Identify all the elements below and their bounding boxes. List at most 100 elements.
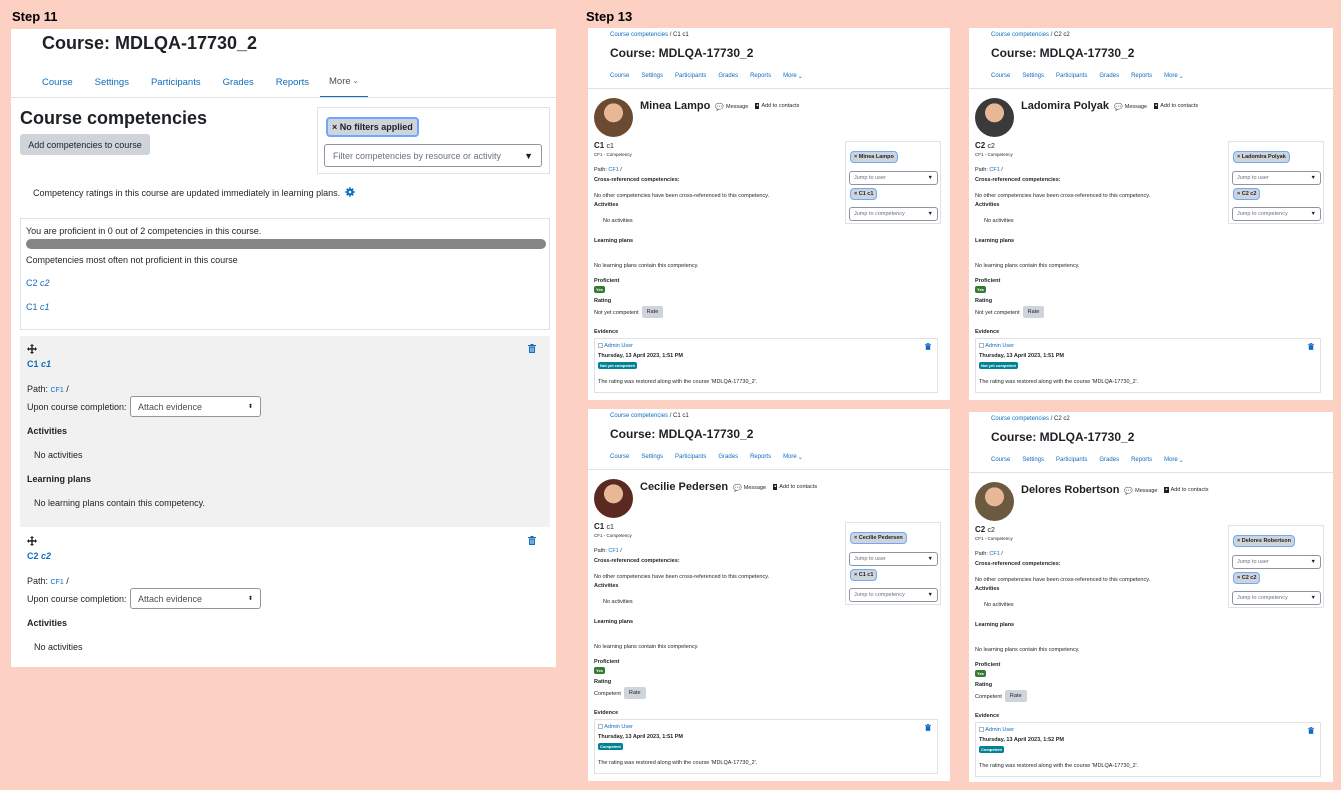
message-link[interactable]: 💬 Message (715, 104, 749, 111)
path-link[interactable]: CF1 (608, 548, 619, 554)
ratings-notice: Competency ratings in this course are up… (33, 187, 355, 198)
jump-to-competency-select[interactable]: Jump to competency ▼ (1232, 591, 1321, 605)
framework-label: CF1 - Competency (975, 152, 1013, 157)
tab-grades[interactable]: Grades (222, 76, 254, 88)
jump-to-user-select[interactable]: Jump to user ▼ (1232, 555, 1321, 569)
jump-to-user-select[interactable]: Jump to user ▼ (849, 171, 938, 185)
filter-select[interactable]: Filter competencies by resource or activ… (324, 144, 542, 167)
trash-icon[interactable] (528, 344, 536, 353)
add-contact-link[interactable]: ▪ Add to contacts (755, 103, 800, 109)
tab-reports[interactable]: Reports (750, 73, 772, 79)
path-link[interactable]: CF1 (989, 551, 1000, 557)
tab-participants[interactable]: Participants (1056, 73, 1088, 79)
path-link[interactable]: CF1 (50, 387, 64, 394)
add-contact-link[interactable]: ▪ Add to contacts (1154, 103, 1199, 109)
competency-path: Path: CF1 / (975, 551, 1003, 557)
competency-filter-pill[interactable]: × C2 c2 (1233, 572, 1261, 584)
trash-icon[interactable] (925, 343, 931, 350)
jump-to-user-select[interactable]: Jump to user ▼ (849, 552, 938, 566)
tab-course[interactable]: Course (991, 73, 1011, 79)
tab-grades[interactable]: Grades (718, 73, 739, 79)
trash-icon[interactable] (1308, 727, 1314, 734)
course-competencies-page: Course: MDLQA-17730_2 Course Settings Pa… (11, 29, 556, 667)
trash-icon[interactable] (528, 536, 536, 545)
not-proficient-link-c1[interactable]: C1 c1 (26, 302, 50, 312)
completion-rule-select[interactable]: Attach evidence ⬍ (130, 588, 261, 609)
message-link[interactable]: 💬 Message (1124, 488, 1158, 495)
tab-participants[interactable]: Participants (150, 76, 201, 88)
activities-text: No activities (34, 450, 83, 460)
rate-button[interactable]: Rate (1022, 306, 1045, 318)
add-contact-link[interactable]: ▪ Add to contacts (1164, 487, 1209, 493)
competency-filter-pill[interactable]: × C2 c2 (1233, 188, 1261, 200)
chevron-down-icon: ⌄ (1178, 73, 1184, 80)
add-competencies-button[interactable]: Add competencies to course (20, 134, 150, 155)
competency-heading: C1 c1 (594, 141, 614, 150)
jump-to-user-select[interactable]: Jump to user ▼ (1232, 171, 1321, 185)
user-filter-pill[interactable]: × Delores Robertson (1233, 535, 1295, 547)
jump-to-competency-select[interactable]: Jump to competency ▼ (1232, 207, 1321, 221)
tab-course[interactable]: Course (991, 457, 1011, 463)
tab-participants[interactable]: Participants (675, 454, 707, 460)
path-link[interactable]: CF1 (608, 167, 619, 173)
tab-more[interactable]: More ⌄ (1158, 67, 1190, 85)
plans-text: No learning plans contain this competenc… (975, 263, 1080, 269)
evidence-text: The rating was restored along with the c… (979, 379, 1139, 385)
message-link[interactable]: 💬 Message (733, 485, 767, 492)
proficient-badge: Yes (975, 670, 986, 677)
tab-settings[interactable]: Settings (94, 76, 129, 88)
updown-icon: ⬍ (247, 596, 253, 602)
rate-button[interactable]: Rate (623, 687, 646, 699)
rate-button[interactable]: Rate (1004, 690, 1027, 702)
tab-reports[interactable]: Reports (1131, 457, 1153, 463)
tab-grades[interactable]: Grades (1099, 457, 1120, 463)
tab-grades[interactable]: Grades (1099, 73, 1120, 79)
user-filter-pill[interactable]: × Cecilie Pedersen (850, 532, 907, 544)
user-filter-pill[interactable]: × Minea Lampo (850, 151, 898, 163)
breadcrumb: Course competencies / C2 c2 (991, 32, 1070, 38)
rate-button[interactable]: Rate (641, 306, 664, 318)
breadcrumb-course-competencies[interactable]: Course competencies (610, 32, 669, 38)
tab-settings[interactable]: Settings (641, 73, 664, 79)
tab-participants[interactable]: Participants (1056, 457, 1088, 463)
not-proficient-link-c2[interactable]: C2 c2 (26, 278, 50, 288)
message-link[interactable]: 💬 Message (1114, 104, 1148, 111)
tab-more[interactable]: More ⌄ (777, 67, 809, 85)
trash-icon[interactable] (925, 724, 931, 731)
breadcrumb-course-competencies[interactable]: Course competencies (610, 413, 669, 419)
tab-more[interactable]: More ⌄ (320, 66, 368, 98)
rating-value: Competent (594, 691, 621, 697)
no-filters-pill[interactable]: × No filters applied (326, 117, 419, 137)
move-icon[interactable] (27, 536, 37, 546)
completion-rule-select[interactable]: Attach evidence ⬍ (130, 396, 261, 417)
tab-settings[interactable]: Settings (641, 454, 664, 460)
tab-settings[interactable]: Settings (1022, 73, 1045, 79)
path-link[interactable]: CF1 (989, 167, 1000, 173)
competency-filter-pill[interactable]: × C1 c1 (850, 188, 878, 200)
tab-more[interactable]: More ⌄ (1158, 451, 1190, 469)
add-contact-link[interactable]: ▪ Add to contacts (773, 484, 818, 490)
tab-grades[interactable]: Grades (718, 454, 739, 460)
tab-settings[interactable]: Settings (1022, 457, 1045, 463)
breadcrumb-course-competencies[interactable]: Course competencies (991, 416, 1050, 422)
tab-course[interactable]: Course (42, 76, 73, 88)
competency-link[interactable]: C2 c2 (27, 551, 52, 561)
competency-link[interactable]: C1 c1 (27, 359, 52, 369)
tab-course[interactable]: Course (610, 454, 630, 460)
user-filter-pill[interactable]: × Ladomira Polyak (1233, 151, 1290, 163)
caret-down-icon: ▼ (1310, 175, 1316, 181)
tab-participants[interactable]: Participants (675, 73, 707, 79)
tab-reports[interactable]: Reports (275, 76, 310, 88)
trash-icon[interactable] (1308, 343, 1314, 350)
tab-reports[interactable]: Reports (1131, 73, 1153, 79)
tab-more[interactable]: More ⌄ (777, 448, 809, 466)
path-link[interactable]: CF1 (50, 579, 64, 586)
breadcrumb-course-competencies[interactable]: Course competencies (991, 32, 1050, 38)
jump-to-competency-select[interactable]: Jump to competency ▼ (849, 588, 938, 602)
jump-to-competency-select[interactable]: Jump to competency ▼ (849, 207, 938, 221)
gear-icon[interactable] (344, 187, 355, 197)
competency-filter-pill[interactable]: × C1 c1 (850, 569, 878, 581)
tab-reports[interactable]: Reports (750, 454, 772, 460)
tab-course[interactable]: Course (610, 73, 630, 79)
move-icon[interactable] (27, 344, 37, 354)
